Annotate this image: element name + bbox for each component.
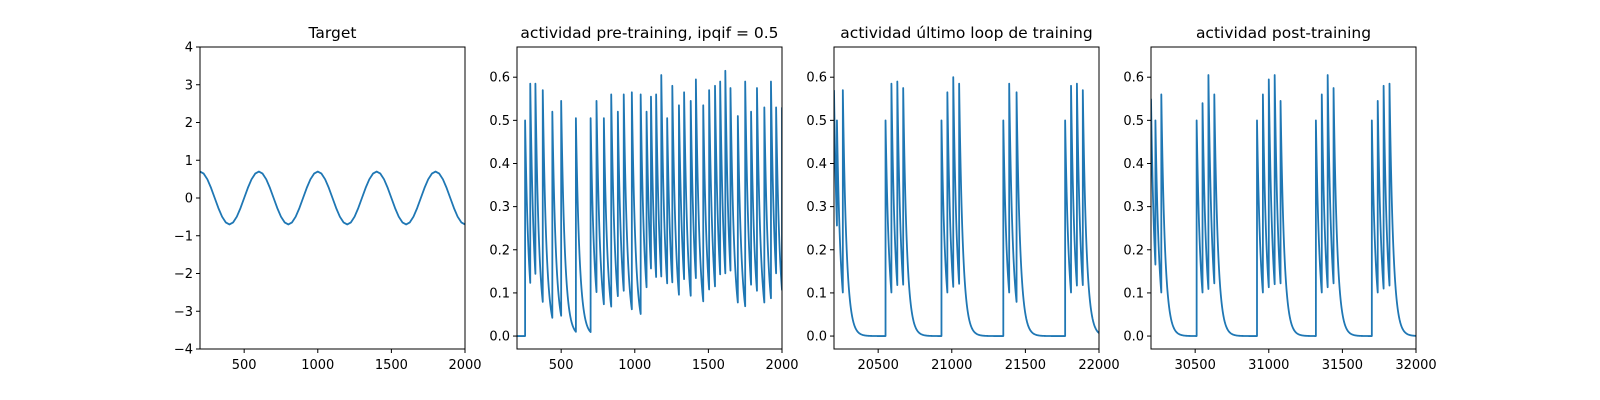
x-tick-label: 1500 [692,358,725,373]
y-tick-label: 0.1 [806,286,827,301]
x-tick-label: 32000 [1395,358,1436,373]
y-tick-label: −4 [174,343,193,358]
chart-title: Target [308,24,357,42]
x-tick-label: 1000 [301,358,334,373]
y-tick-label: 0.6 [489,71,510,86]
chart-last-training-loop: 20500 21000 21500 22000 0.0 0.1 0.2 0.3 0.4 0.5 0.… [806,24,1119,373]
y-tick-label: 0.0 [1123,330,1144,345]
chart-title: actividad pre-training, ipqif = 0.5 [520,24,778,42]
x-tick-label: 22000 [1078,358,1119,373]
y-tick-label: 0.0 [806,330,827,345]
x-tick-label: 21500 [1005,358,1046,373]
y-tick-label: −2 [174,267,193,282]
y-tick-label: 0.2 [806,243,827,258]
y-tick-label: 0.3 [806,200,827,215]
series-line [834,76,1099,337]
x-tick-label: 30500 [1174,358,1215,373]
y-tick-label: 0.6 [806,71,827,86]
y-tick-label: 0.6 [1123,71,1144,86]
chart-post-training: 30500 31000 31500 32000 0.0 0.1 0.2 0.3 0.4 0.5 0.… [1123,24,1436,373]
x-tick-label: 31500 [1322,358,1363,373]
y-tick-label: 0.3 [1123,200,1144,215]
x-tick-label: 20500 [857,358,898,373]
axes-frame [833,46,1100,350]
series-line [200,170,465,226]
x-tick-label: 31000 [1248,358,1289,373]
x-tick-label: 1500 [375,358,408,373]
series-line [1151,74,1416,337]
axes-frame [1150,46,1417,350]
y-tick-label: 0 [185,192,193,207]
y-tick-label: 0.2 [489,243,510,258]
axes-frame [516,46,783,350]
y-tick-label: 0.5 [806,114,827,129]
y-tick-label: 3 [185,78,193,93]
y-tick-label: 0.2 [1123,243,1144,258]
x-tick-label: 21000 [931,358,972,373]
x-tick-label: 1000 [618,358,651,373]
y-tick-label: 1 [185,154,193,169]
y-tick-label: 4 [185,41,193,56]
x-tick-label: 500 [232,358,257,373]
y-tick-label: −3 [174,305,193,320]
y-tick-label: 0.5 [1123,114,1144,129]
y-tick-label: 2 [185,116,193,131]
y-tick-label: 0.4 [806,157,827,172]
series-line [517,69,782,337]
y-tick-label: 0.3 [489,200,510,215]
chart-target: 500 1000 1500 2000 −4 −3 −2 −1 0 1 2 3 4 Target [174,24,482,373]
y-tick-label: 0.1 [489,286,510,301]
y-tick-label: 0.5 [489,114,510,129]
chart-pre-training: 500 1000 1500 2000 0.0 0.1 0.2 0.3 0.4 0.5 0.6 acti… [489,24,798,373]
x-tick-label: 2000 [448,358,481,373]
y-tick-label: −1 [174,229,193,244]
y-tick-label: 0.4 [1123,157,1144,172]
y-tick-label: 0.1 [1123,286,1144,301]
y-tick-label: 0.4 [489,157,510,172]
chart-title: actividad último loop de training [840,24,1092,42]
x-tick-label: 500 [549,358,574,373]
x-tick-label: 2000 [765,358,798,373]
chart-title: actividad post-training [1196,24,1371,42]
y-tick-label: 0.0 [489,330,510,345]
